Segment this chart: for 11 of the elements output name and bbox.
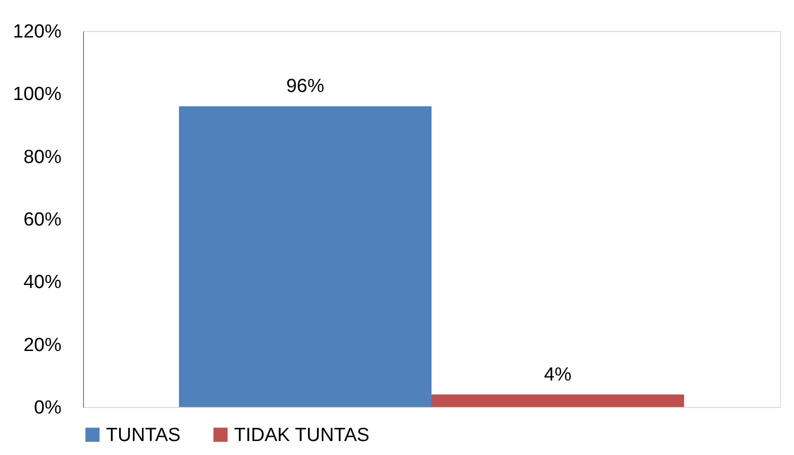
y-tick-label: 40% <box>23 272 62 294</box>
data-label: 4% <box>544 364 572 386</box>
legend-label: TIDAK TUNTAS <box>234 424 370 446</box>
y-tick-label: 20% <box>23 334 62 356</box>
y-tick-label: 100% <box>12 84 62 106</box>
y-tick-label: 80% <box>23 146 62 168</box>
y-tick-label: 60% <box>23 210 62 230</box>
legend-label: TUNTAS <box>106 424 181 446</box>
y-tick-label: 0% <box>34 398 62 418</box>
y-tick-label: 120% <box>12 22 62 42</box>
data-label: 96% <box>286 76 324 98</box>
